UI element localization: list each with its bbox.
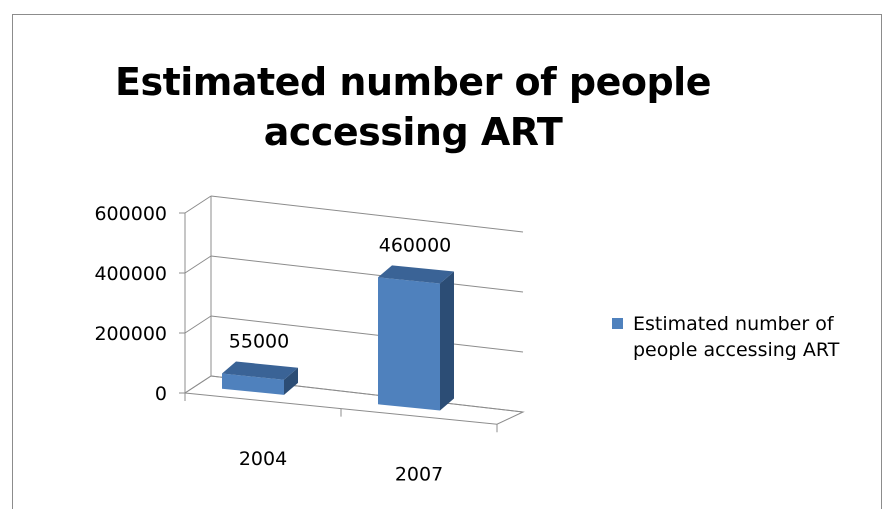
side-wall-gridline bbox=[184, 255, 212, 274]
back-wall-gridline bbox=[210, 315, 524, 353]
legend-label: Estimated number of people accessing ART bbox=[633, 313, 840, 361]
bar bbox=[378, 265, 454, 411]
bar-front bbox=[222, 373, 284, 395]
y-tick-label: 600000 bbox=[94, 203, 167, 225]
chart-frame: Estimated number of people accessing ART bbox=[12, 14, 882, 509]
side-wall-gridline bbox=[184, 195, 212, 214]
bar-front bbox=[378, 277, 440, 411]
back-wall-gridline bbox=[210, 195, 524, 233]
bar-side bbox=[440, 271, 454, 411]
bar-side bbox=[284, 367, 298, 395]
bar-top bbox=[378, 265, 454, 284]
chart-title: Estimated number of people accessing ART bbox=[115, 60, 711, 154]
bar bbox=[222, 361, 298, 395]
bar-top bbox=[222, 361, 298, 380]
data-label: 55000 bbox=[229, 331, 289, 353]
y-tick-label: 400000 bbox=[94, 263, 167, 285]
x-tick-label: 2007 bbox=[395, 463, 443, 485]
back-wall-gridline bbox=[210, 255, 524, 293]
floor bbox=[183, 375, 525, 425]
x-tick-label: 2004 bbox=[239, 448, 287, 470]
legend-swatch bbox=[612, 318, 623, 329]
side-wall-gridline bbox=[184, 315, 212, 334]
y-tick-label: 200000 bbox=[94, 323, 167, 345]
data-label: 460000 bbox=[379, 234, 452, 256]
y-tick-label: 0 bbox=[155, 383, 167, 405]
